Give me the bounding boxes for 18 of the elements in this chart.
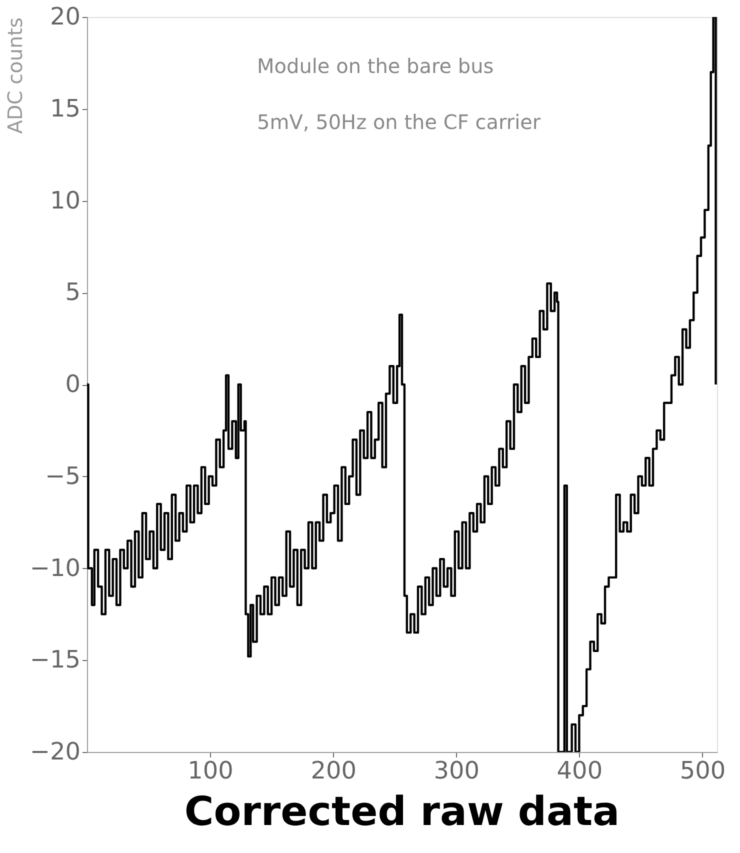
y-tick-label: −10 xyxy=(30,554,80,582)
y-tick-label: 0 xyxy=(65,370,80,398)
y-tick-label: 5 xyxy=(65,278,80,306)
y-tick-label: 10 xyxy=(50,186,80,214)
y-tick-label: 20 xyxy=(50,2,80,30)
y-axis-title: ADC counts xyxy=(2,18,27,134)
x-tick-label: 300 xyxy=(434,756,480,784)
x-tick-label: 400 xyxy=(556,756,603,784)
y-tick-label: −5 xyxy=(45,462,80,490)
x-tick-label: 100 xyxy=(188,756,234,784)
annotation: Module on the bare bus xyxy=(257,54,494,78)
text: Corrected raw data xyxy=(184,789,620,835)
y-tick-label: 15 xyxy=(50,94,80,122)
y-tick-label: −20 xyxy=(30,738,80,766)
annotation: 5mV, 50Hz on the CF carrier xyxy=(257,110,542,134)
y-tick-label: −15 xyxy=(30,646,80,674)
x-tick-label: 500 xyxy=(680,756,726,784)
x-tick-label: 200 xyxy=(310,756,356,784)
